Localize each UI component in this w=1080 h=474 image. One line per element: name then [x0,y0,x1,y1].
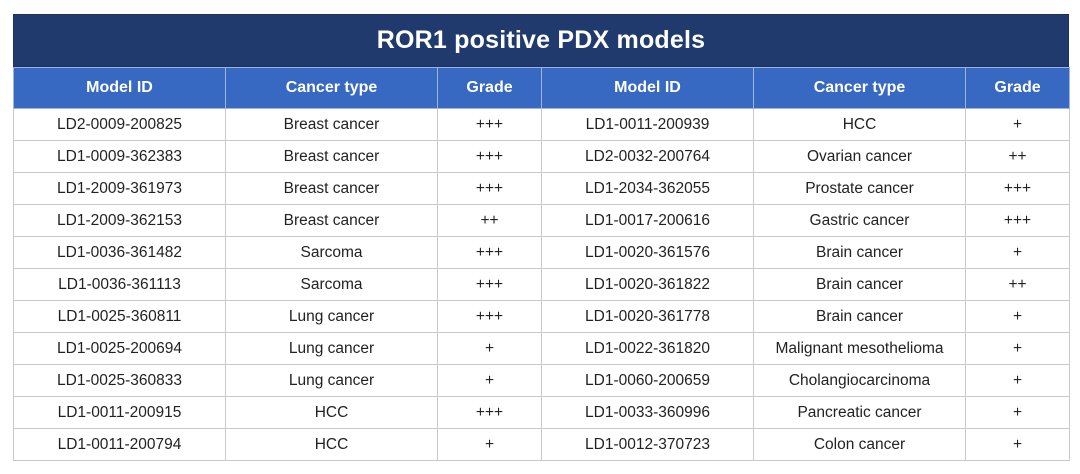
cell-grade-left: + [437,428,542,461]
cell-cancer-type-right: Ovarian cancer [753,140,966,173]
cell-grade-right: + [965,108,1070,141]
cell-grade-right: +++ [965,172,1070,205]
cell-model-id-right: LD2-0032-200764 [541,140,754,173]
cell-grade-right: + [965,396,1070,429]
cell-model-id-right: LD1-0020-361822 [541,268,754,301]
cell-model-id-right: LD1-0020-361778 [541,300,754,333]
table-row: LD1-0036-361482 Sarcoma +++ LD1-0020-361576… [13,236,1070,269]
cell-grade-left: +++ [437,108,542,141]
cell-model-id-left: LD1-0036-361482 [13,236,226,269]
cell-grade-left: +++ [437,140,542,173]
cell-model-id-left: LD1-0011-200915 [13,396,226,429]
cell-cancer-type-right: Brain cancer [753,268,966,301]
cell-grade-right: + [965,300,1070,333]
cell-cancer-type-right: Prostate cancer [753,172,966,205]
cell-cancer-type-left: Lung cancer [225,332,438,365]
cell-model-id-right: LD1-0022-361820 [541,332,754,365]
cell-cancer-type-right: Brain cancer [753,300,966,333]
table-row: LD1-0025-360811 Lung cancer +++ LD1-0020-36… [13,300,1070,333]
cell-cancer-type-right: HCC [753,108,966,141]
cell-model-id-left: LD1-0036-361113 [13,268,226,301]
cell-cancer-type-left: HCC [225,396,438,429]
cell-model-id-right: LD1-0012-370723 [541,428,754,461]
cell-model-id-right: LD1-0011-200939 [541,108,754,141]
cell-grade-right: + [965,236,1070,269]
table-row: LD1-0036-361113 Sarcoma +++ LD1-0020-361822… [13,268,1070,301]
cell-model-id-left: LD2-0009-200825 [13,108,226,141]
cell-grade-left: ++ [437,204,542,237]
header-model-id-right: Model ID [541,67,754,109]
cell-model-id-left: LD1-0011-200794 [13,428,226,461]
cell-grade-right: + [965,428,1070,461]
cell-model-id-left: LD1-0025-360811 [13,300,226,333]
table-row: LD1-0011-200915 HCC +++ LD1-0033-360996 Panc… [13,396,1070,429]
cell-cancer-type-left: Breast cancer [225,204,438,237]
cell-cancer-type-right: Colon cancer [753,428,966,461]
header-model-id-left: Model ID [13,67,226,109]
cell-cancer-type-right: Pancreatic cancer [753,396,966,429]
cell-grade-left: +++ [437,236,542,269]
header-cancer-type-left: Cancer type [225,67,438,109]
cell-grade-left: +++ [437,268,542,301]
table-row: LD1-0025-200694 Lung cancer + LD1-0022-3618… [13,332,1070,365]
cell-grade-right: +++ [965,204,1070,237]
cell-model-id-left: LD1-2009-361973 [13,172,226,205]
cell-model-id-right: LD1-0033-360996 [541,396,754,429]
cell-cancer-type-left: Breast cancer [225,172,438,205]
cell-cancer-type-left: HCC [225,428,438,461]
cell-model-id-left: LD1-0009-362383 [13,140,226,173]
table-row: LD2-0009-200825 Breast cancer +++ LD1-0011-… [13,108,1070,141]
cell-cancer-type-left: Sarcoma [225,268,438,301]
table-body: LD2-0009-200825 Breast cancer +++ LD1-0011-… [13,108,1070,461]
cell-cancer-type-right: Gastric cancer [753,204,966,237]
cell-cancer-type-right: Malignant mesothelioma [753,332,966,365]
cell-grade-left: +++ [437,172,542,205]
cell-cancer-type-left: Lung cancer [225,364,438,397]
cell-cancer-type-right: Brain cancer [753,236,966,269]
pdx-models-table: Model ID Cancer type Grade Model ID Canc… [13,67,1070,461]
table-row: LD1-0009-362383 Breast cancer +++ LD2-0032-… [13,140,1070,173]
cell-model-id-left: LD1-0025-360833 [13,364,226,397]
cell-grade-right: ++ [965,140,1070,173]
table-row: LD1-0011-200794 HCC + LD1-0012-370723 Colon … [13,428,1070,461]
cell-grade-left: +++ [437,300,542,333]
cell-grade-right: + [965,364,1070,397]
cell-grade-right: ++ [965,268,1070,301]
cell-model-id-right: LD1-2034-362055 [541,172,754,205]
cell-cancer-type-right: Cholangiocarcinoma [753,364,966,397]
cell-model-id-right: LD1-0060-200659 [541,364,754,397]
cell-cancer-type-left: Breast cancer [225,108,438,141]
header-grade-left: Grade [437,67,542,109]
table-row: LD1-2009-361973 Breast cancer +++ LD1-2034-… [13,172,1070,205]
table-row: LD1-2009-362153 Breast cancer ++ LD1-0017-2… [13,204,1070,237]
cell-grade-left: + [437,332,542,365]
cell-model-id-left: LD1-0025-200694 [13,332,226,365]
cell-model-id-right: LD1-0017-200616 [541,204,754,237]
cell-cancer-type-left: Lung cancer [225,300,438,333]
header-grade-right: Grade [965,67,1070,109]
header-cancer-type-right: Cancer type [753,67,966,109]
table-title: ROR1 positive PDX models [13,14,1069,67]
cell-grade-right: + [965,332,1070,365]
cell-cancer-type-left: Breast cancer [225,140,438,173]
header-row: Model ID Cancer type Grade Model ID Canc… [13,67,1070,109]
cell-model-id-right: LD1-0020-361576 [541,236,754,269]
cell-model-id-left: LD1-2009-362153 [13,204,226,237]
pdx-table-frame: ROR1 positive PDX models Model ID Cancer… [13,14,1070,461]
table-row: LD1-0025-360833 Lung cancer + LD1-0060-2006… [13,364,1070,397]
cell-grade-left: +++ [437,396,542,429]
cell-grade-left: + [437,364,542,397]
cell-cancer-type-left: Sarcoma [225,236,438,269]
